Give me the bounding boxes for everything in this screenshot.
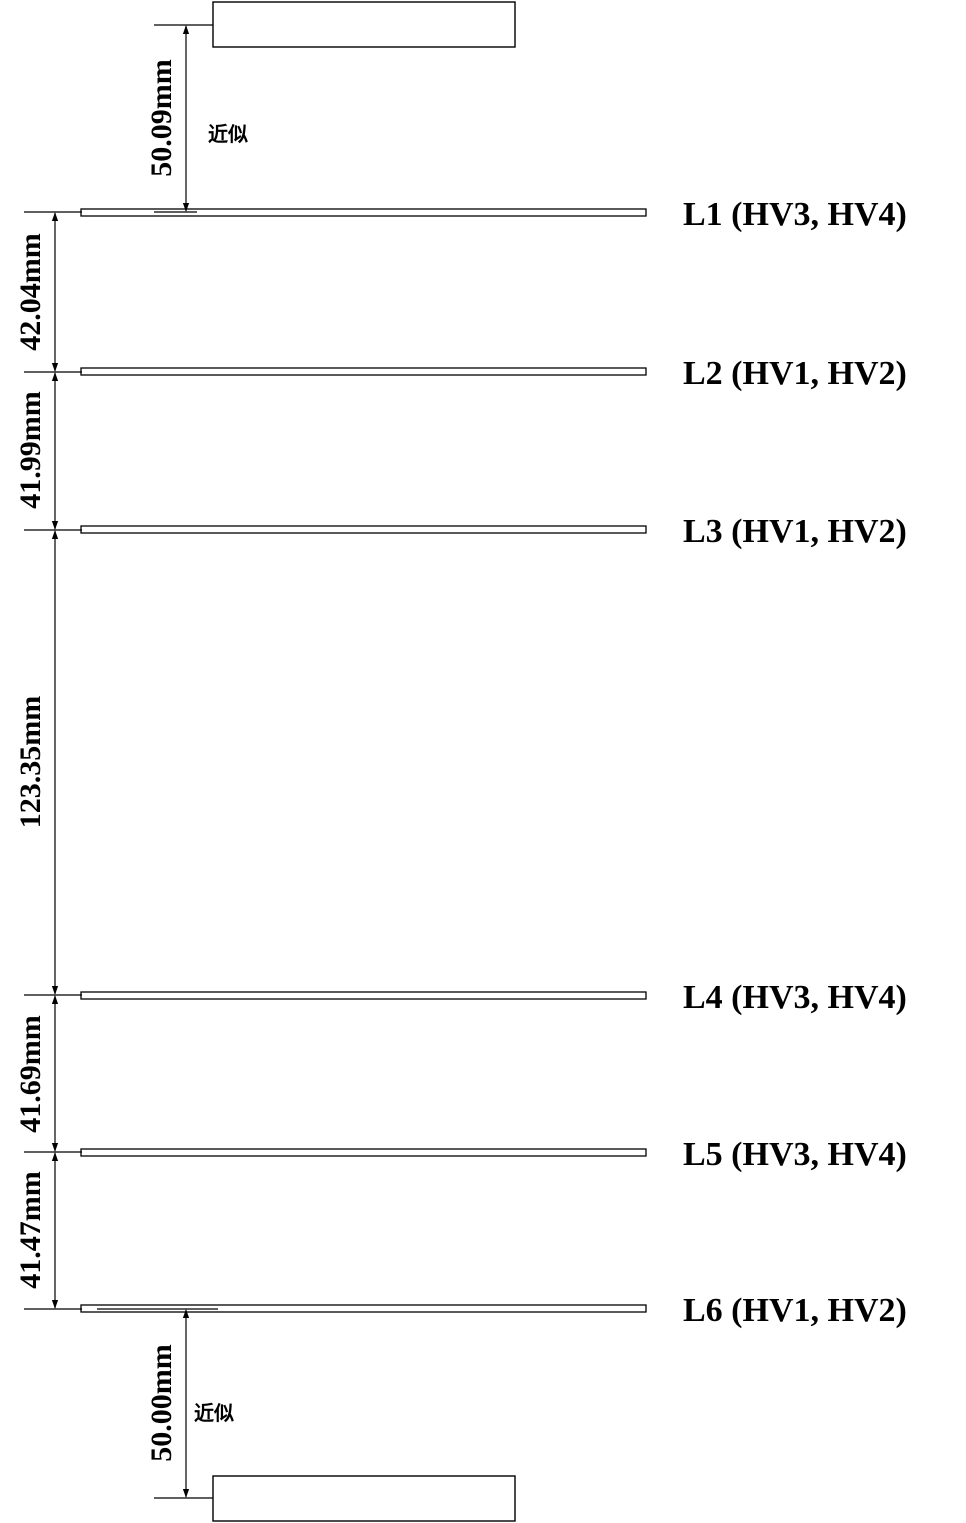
bottom-box [212, 1475, 516, 1522]
top-box [212, 1, 516, 48]
spacing-label-l1-l2: 42.04mm [14, 233, 47, 350]
top-gap-dimension [154, 24, 213, 213]
top-gap-note: 近似 [208, 122, 248, 146]
spacing-label-l5-l6: 41.47mm [14, 1171, 47, 1288]
top-gap-label: 50.09mm [145, 59, 178, 176]
layer-plate-l5 [80, 1148, 647, 1157]
bottom-gap-label: 50.00mm [145, 1344, 178, 1461]
layer-plate-l2 [80, 367, 647, 376]
layer-plate-l3 [80, 525, 647, 534]
layer-label-l5: L5 (HV3, HV4) [683, 1136, 907, 1173]
layer-label-l3: L3 (HV1, HV2) [683, 513, 907, 550]
layer-label-l2: L2 (HV1, HV2) [683, 355, 907, 392]
bottom-gap-note: 近似 [194, 1401, 234, 1425]
layer-label-l4: L4 (HV3, HV4) [683, 979, 907, 1016]
layer-label-l1: L1 (HV3, HV4) [683, 196, 907, 233]
bottom-gap-dimension [97, 1308, 218, 1499]
spacing-label-l2-l3: 41.99mm [14, 391, 47, 508]
left-extension-lines [24, 211, 82, 1310]
layer-plate-l4 [80, 991, 647, 1000]
spacing-label-l3-l4: 123.35mm [14, 696, 47, 828]
layer-label-l6: L6 (HV1, HV2) [683, 1292, 907, 1329]
spacing-label-l4-l5: 41.69mm [14, 1015, 47, 1132]
